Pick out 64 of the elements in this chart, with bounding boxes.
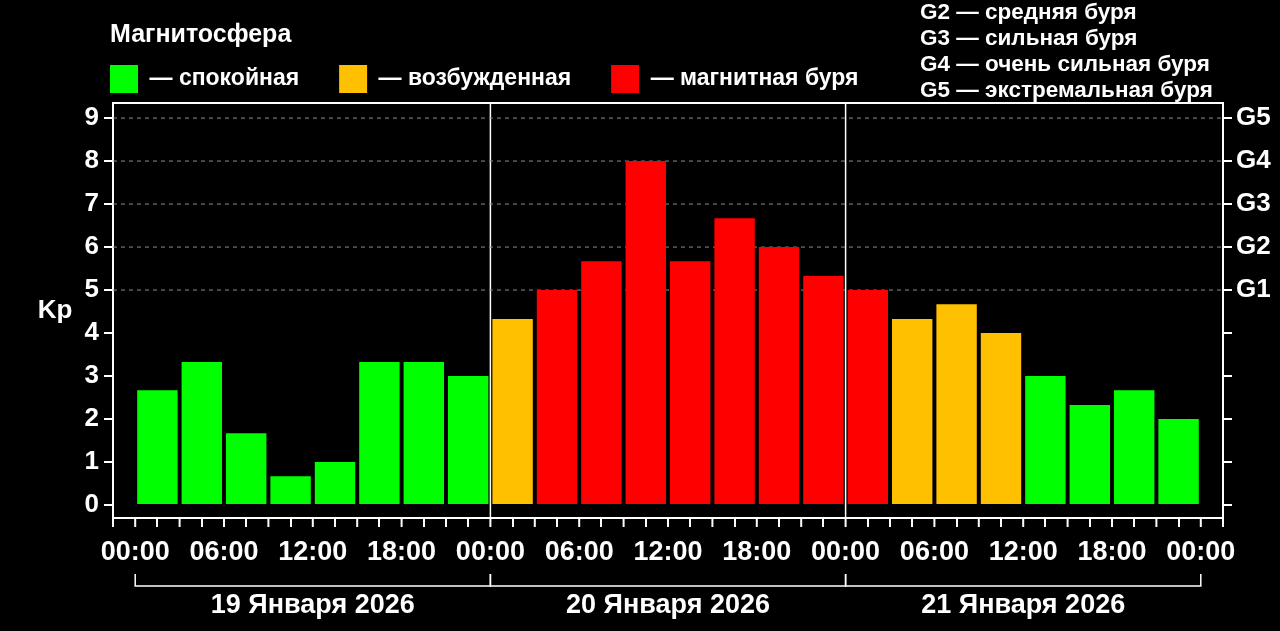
x-tick-label: 00:00 [100, 535, 170, 566]
x-tick-label: 18:00 [367, 535, 437, 566]
bar [980, 333, 1022, 505]
text: G4 — очень сильная буря [920, 51, 1210, 77]
y-tick-label: 2 [84, 402, 99, 433]
x-tick-label: 12:00 [988, 535, 1058, 566]
bar [137, 390, 178, 505]
y-tick-label: 0 [84, 488, 99, 519]
ref-line-label: G5 [1236, 101, 1271, 132]
bar [803, 275, 844, 505]
bar [1158, 419, 1199, 505]
y-tick-label: 3 [84, 359, 99, 390]
bar [314, 462, 356, 505]
bar [581, 261, 622, 505]
legend-title: Магнитосфера [110, 18, 293, 47]
x-tick-label: 06:00 [899, 535, 969, 566]
bar [226, 433, 267, 505]
x-tick-label: 00:00 [1166, 535, 1236, 566]
ref-line-label: G2 [1236, 230, 1271, 261]
y-axis-title: Kp [37, 293, 73, 324]
text: G2 — средняя буря [920, 0, 1137, 25]
text: G5 — экстремальная буря [920, 77, 1213, 103]
bar [359, 361, 400, 505]
x-tick-label: 06:00 [544, 535, 614, 566]
x-tick-label: 12:00 [633, 535, 703, 566]
bar [892, 318, 933, 505]
bar [758, 247, 800, 505]
bar [1025, 376, 1066, 505]
y-tick-label: 5 [84, 273, 99, 304]
bar [847, 290, 888, 505]
legend-label: — возбужденная [378, 64, 572, 91]
y-tick-label: 9 [84, 101, 99, 132]
text: 19 Января 2026 [210, 589, 415, 620]
bar [1069, 404, 1110, 505]
ref-line-label: G3 [1236, 187, 1271, 218]
x-tick-label: 18:00 [1077, 535, 1147, 566]
text: G3 — сильная буря [920, 25, 1138, 51]
bar [714, 218, 755, 505]
legend-label: — спокойная [149, 64, 300, 91]
bar [670, 261, 711, 505]
ref-line-label: G1 [1236, 273, 1271, 304]
text: 20 Января 2026 [566, 589, 770, 620]
bar [403, 361, 444, 505]
bar [1114, 390, 1155, 505]
y-tick-label: 6 [84, 230, 99, 261]
y-tick-label: 8 [84, 144, 99, 175]
bar [625, 161, 666, 505]
x-tick-label: 00:00 [455, 535, 525, 566]
y-tick-label: 4 [84, 316, 100, 347]
x-tick-label: 12:00 [278, 535, 348, 566]
x-tick-label: 00:00 [811, 535, 881, 566]
y-tick-label: 7 [84, 187, 99, 218]
x-tick-label: 06:00 [189, 535, 259, 566]
bar [448, 376, 489, 505]
bar [936, 304, 977, 505]
bar [492, 318, 533, 505]
bar [270, 476, 311, 505]
bar [536, 290, 578, 505]
legend-label: — магнитная буря [650, 64, 859, 91]
x-tick-label: 18:00 [722, 535, 792, 566]
bar [181, 361, 222, 505]
text: 21 Января 2026 [921, 589, 1126, 620]
ref-line-label: G4 [1236, 144, 1272, 175]
y-tick-label: 1 [84, 445, 99, 476]
